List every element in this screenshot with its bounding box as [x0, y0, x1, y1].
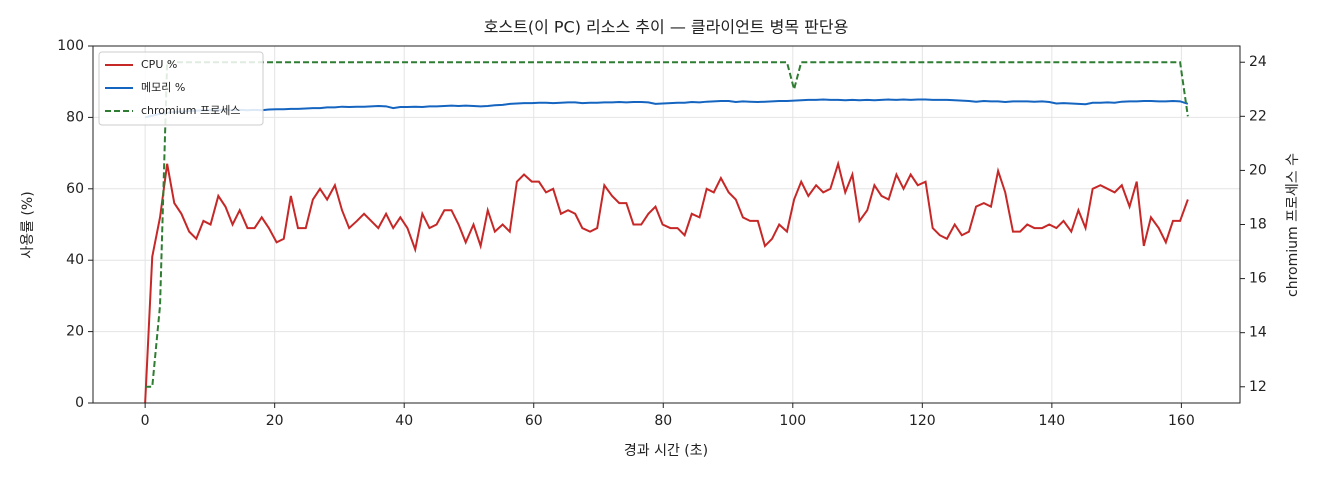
y2-axis-label: chromium 프로세스 수 — [1285, 153, 1301, 297]
series-line — [144, 98, 1189, 119]
y-tick-label: 40 — [66, 252, 84, 268]
legend-label: CPU % — [141, 58, 177, 71]
y2-tick-label: 12 — [1249, 379, 1267, 395]
y2-tick-label: 18 — [1249, 217, 1267, 233]
legend-box — [98, 51, 264, 126]
y-tick-label: 100 — [57, 38, 84, 54]
y2-tick-label: 22 — [1249, 108, 1267, 124]
y-tick-label: 60 — [66, 181, 84, 197]
y-tick-label: 20 — [66, 324, 84, 340]
series-line — [145, 61, 1189, 388]
legend-label: chromium 프로세스 — [141, 104, 240, 117]
series-line — [144, 160, 1189, 404]
x-tick-label: 60 — [525, 413, 543, 429]
y-axis-label: 사용률 (%) — [20, 191, 36, 258]
y2-tick-label: 14 — [1249, 325, 1267, 341]
x-tick-label: 160 — [1168, 413, 1195, 429]
y2-tick-label: 24 — [1249, 54, 1267, 70]
chart-title: 호스트(이 PC) 리소스 추이 — 클라이언트 병목 판단용 — [484, 18, 849, 37]
x-tick-label: 80 — [654, 413, 672, 429]
x-tick-label: 20 — [266, 413, 284, 429]
y2-tick-label: 20 — [1249, 162, 1267, 178]
x-tick-label: 100 — [779, 413, 806, 429]
y2-tick-label: 16 — [1249, 271, 1267, 287]
x-tick-label: 120 — [909, 413, 936, 429]
plot-frame — [92, 45, 1241, 404]
x-axis-label: 경과 시간 (초) — [624, 443, 708, 459]
x-tick-label: 140 — [1038, 413, 1065, 429]
y-tick-label: 0 — [75, 395, 84, 411]
x-tick-label: 0 — [141, 413, 150, 429]
legend-label: 메모리 % — [141, 81, 185, 94]
x-tick-label: 40 — [395, 413, 413, 429]
y-tick-label: 80 — [66, 109, 84, 125]
